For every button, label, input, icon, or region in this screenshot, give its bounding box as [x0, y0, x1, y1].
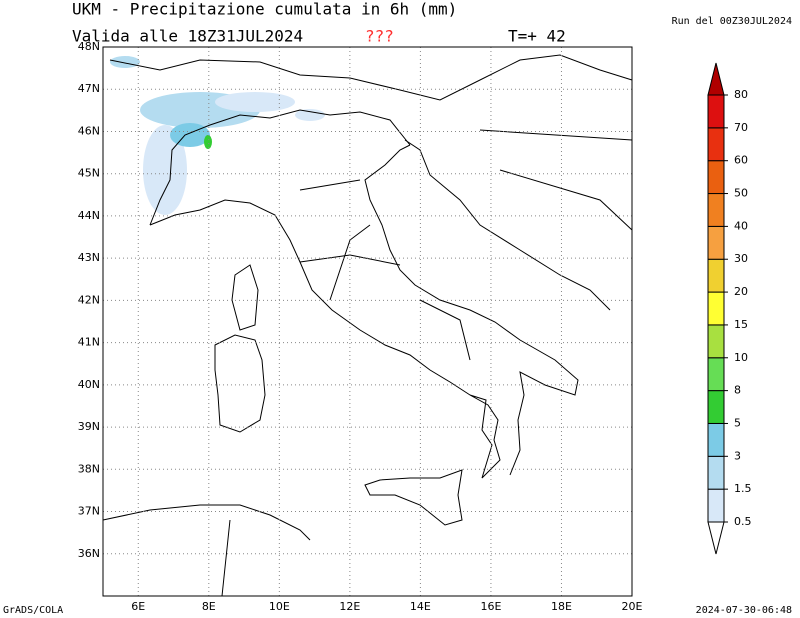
lat-tick-label: 42N	[78, 293, 100, 306]
lat-tick-label: 39N	[78, 420, 100, 433]
footer-left: GrADS/COLA	[3, 605, 63, 616]
colorbar-label: 40	[734, 219, 748, 232]
colorbar-bin	[707, 422, 725, 457]
lon-tick-label: 18E	[551, 600, 572, 613]
colorbar-arrow-low	[707, 521, 725, 555]
lat-tick-label: 37N	[78, 505, 100, 518]
colorbar-label: 15	[734, 318, 748, 331]
colorbar-label: 0.5	[734, 515, 752, 528]
lon-tick-label: 6E	[131, 600, 145, 613]
lon-tick-label: 16E	[480, 600, 501, 613]
lat-tick-label: 36N	[78, 547, 100, 560]
map-frame	[102, 46, 633, 597]
lat-tick-label: 43N	[78, 251, 100, 264]
colorbar-bin	[707, 127, 725, 162]
run-info: Run del 00Z30JUL2024	[672, 16, 792, 27]
colorbar-bin	[707, 94, 725, 129]
lat-tick-label: 46N	[78, 124, 100, 137]
lat-tick-label: 48N	[78, 40, 100, 53]
map	[102, 46, 633, 597]
colorbar-bin	[707, 324, 725, 359]
lead-time: T=+ 42	[508, 27, 566, 46]
footer-right: 2024-07-30-06:48	[696, 605, 792, 616]
colorbar-bin	[707, 225, 725, 260]
colorbar-label: 80	[734, 88, 748, 101]
lon-tick-label: 8E	[202, 600, 216, 613]
colorbar: 0.5 1.5 3 5 8 10 15 20 30 40 50 60 70 80	[707, 62, 752, 555]
valid-time: Valida alle 18Z31JUL2024	[72, 27, 303, 46]
colorbar-bin	[707, 455, 725, 490]
colorbar-bin	[707, 258, 725, 293]
colorbar-bin	[707, 160, 725, 195]
colorbar-label: 3	[734, 449, 741, 462]
lat-tick-label: 40N	[78, 378, 100, 391]
colorbar-bin	[707, 357, 725, 392]
lon-tick-label: 20E	[622, 600, 643, 613]
colorbar-label: 50	[734, 187, 748, 200]
colorbar-bin	[707, 390, 725, 424]
title: UKM - Precipitazione cumulata in 6h (mm)	[72, 0, 457, 19]
colorbar-label: 1.5	[734, 482, 752, 495]
lon-tick-label: 14E	[410, 600, 431, 613]
colorbar-bin	[707, 291, 725, 326]
colorbar-label: 20	[734, 285, 748, 298]
colorbar-label: 30	[734, 252, 748, 265]
colorbar-bin	[707, 488, 725, 523]
flag: ???	[365, 27, 394, 46]
colorbar-label: 8	[734, 384, 741, 397]
precip-field	[110, 56, 325, 215]
lat-tick-label: 45N	[78, 167, 100, 180]
colorbar-label: 70	[734, 121, 748, 134]
lat-tick-label: 41N	[78, 336, 100, 349]
lat-tick-label: 47N	[78, 82, 100, 95]
lat-tick-label: 38N	[78, 462, 100, 475]
lat-tick-label: 44N	[78, 209, 100, 222]
colorbar-bin	[707, 193, 725, 227]
colorbar-label: 60	[734, 154, 748, 167]
colorbar-label: 5	[734, 416, 741, 429]
lon-tick-label: 12E	[339, 600, 360, 613]
colorbar-arrow-high	[707, 62, 725, 96]
colorbar-label: 10	[734, 351, 748, 364]
lon-tick-label: 10E	[269, 600, 290, 613]
